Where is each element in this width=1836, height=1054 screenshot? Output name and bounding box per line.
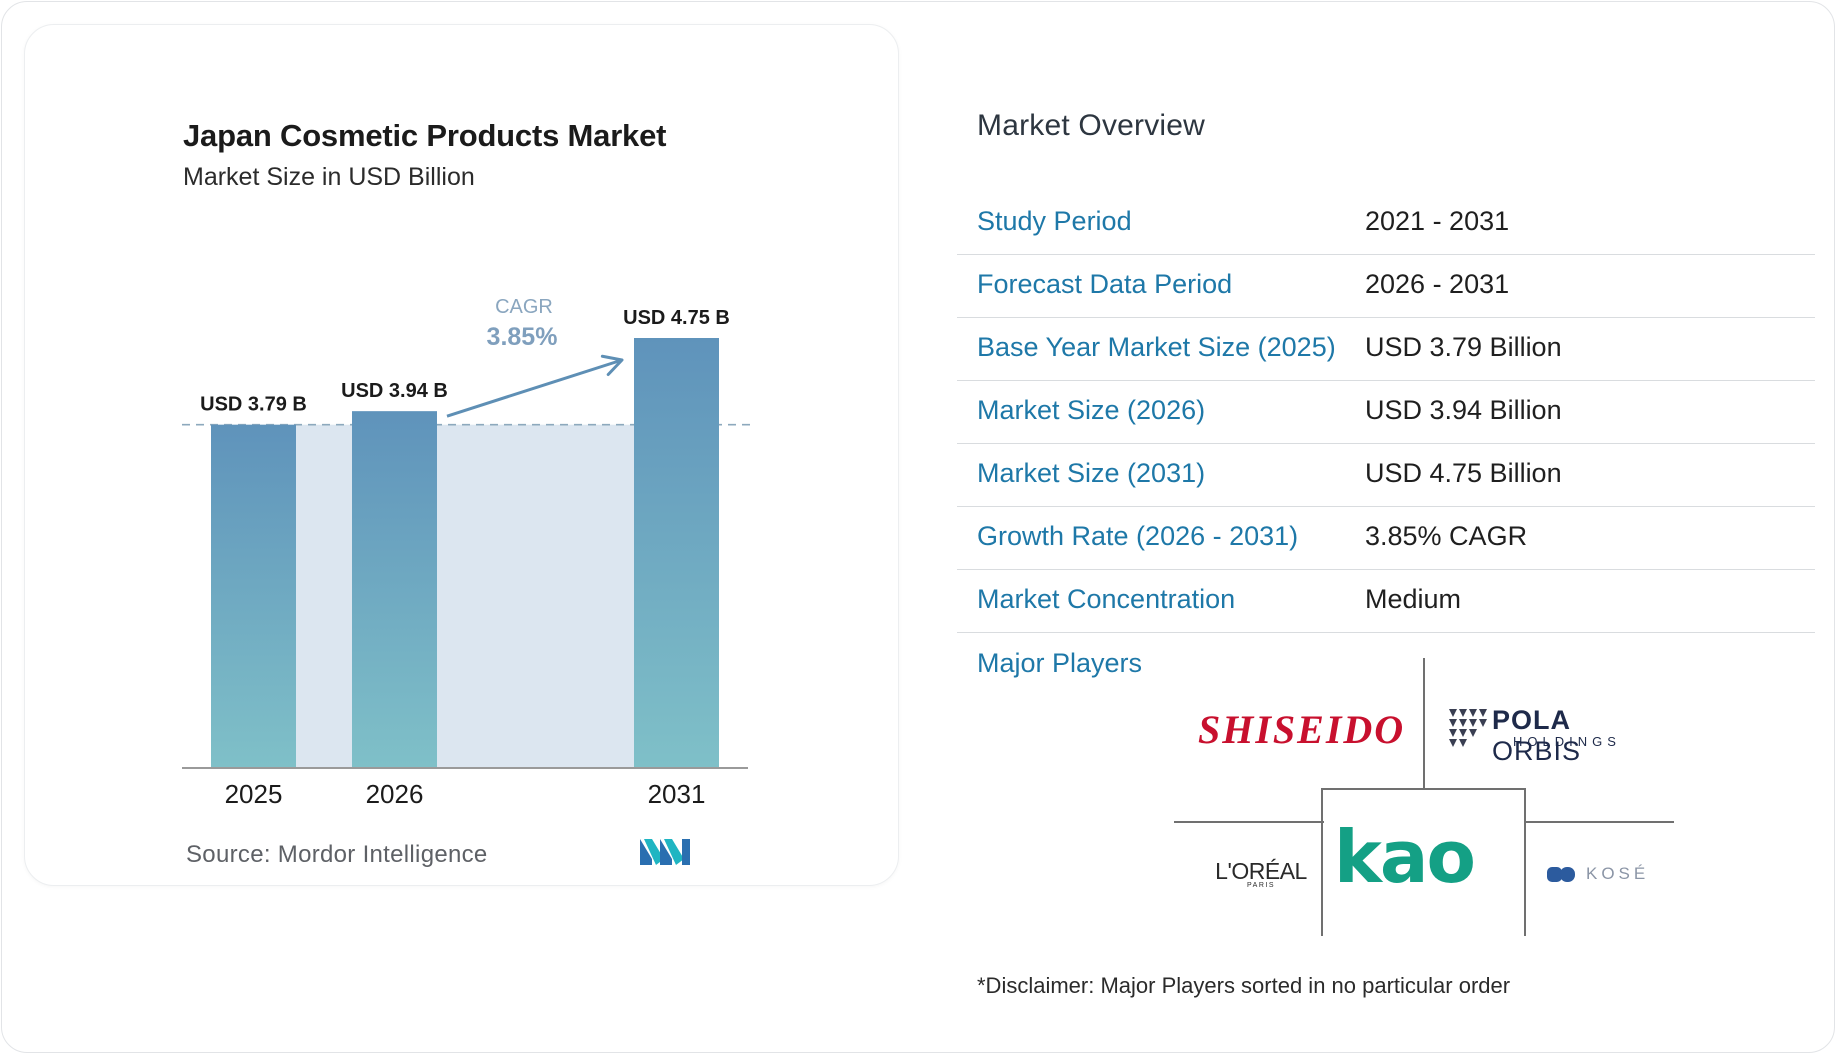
- x-tick-label-2031: 2031: [648, 779, 706, 809]
- kao-logo: kao: [1334, 815, 1476, 899]
- bar-2031: [634, 338, 719, 767]
- cagr-value: 3.85%: [487, 323, 558, 351]
- cagr-arrow-head-icon: [600, 354, 624, 376]
- pola-orbis-logo: POLA ORBIS HOLDINGS: [1449, 705, 1664, 766]
- divider: [1526, 821, 1674, 823]
- data-label-2025: USD 3.79 B: [200, 394, 307, 416]
- data-label-2026: USD 3.94 B: [341, 380, 448, 402]
- table-row: Study Period 2021 - 2031: [957, 192, 1815, 255]
- pola-text: POLA ORBIS: [1492, 705, 1582, 766]
- bar-chart: USD 3.79 B USD 3.94 B USD 4.75 B 2025 2026 2…: [182, 296, 752, 809]
- row-value: 2026 - 2031: [1365, 269, 1510, 299]
- disclaimer: *Disclaimer: Major Players sorted in no …: [977, 973, 1511, 998]
- source-note: Source: Mordor Intelligence: [186, 841, 488, 868]
- chart-subtitle: Market Size in USD Billion: [183, 163, 475, 191]
- divider: [1423, 658, 1425, 788]
- bar-2025: [211, 424, 296, 767]
- shiseido-logo: SHISEIDO: [1198, 707, 1406, 752]
- divider: [1524, 788, 1526, 936]
- table-row: Market Size (2026) USD 3.94 Billion: [957, 381, 1815, 444]
- divider: [1321, 788, 1526, 790]
- overview-table: Study Period 2021 - 2031 Forecast Data P…: [957, 192, 1815, 633]
- pola-mark-icon: [1449, 709, 1487, 747]
- loreal-text: L'ORÉAL: [1215, 858, 1307, 884]
- table-row: Forecast Data Period 2026 - 2031: [957, 255, 1815, 318]
- pola-sub-text: HOLDINGS: [1513, 734, 1621, 749]
- row-value: 3.85% CAGR: [1365, 521, 1528, 551]
- cagr-arrow-line: [446, 358, 623, 418]
- loreal-logo: L'ORÉAL PARIS: [1201, 860, 1321, 892]
- table-row: Base Year Market Size (2025) USD 3.79 Bi…: [957, 318, 1815, 381]
- row-value: USD 3.94 Billion: [1365, 395, 1562, 425]
- x-tick-label-2026: 2026: [366, 779, 424, 809]
- row-label: Study Period: [977, 206, 1132, 236]
- kose-logo: KOSÉ: [1547, 863, 1647, 887]
- row-label: Base Year Market Size (2025): [977, 332, 1336, 362]
- cagr-label: CAGR: [495, 296, 553, 318]
- row-label: Market Size (2026): [977, 395, 1206, 425]
- x-tick-label-2025: 2025: [225, 779, 283, 809]
- kose-text: KOSÉ: [1586, 864, 1650, 883]
- row-value: Medium: [1365, 584, 1462, 614]
- row-label: Forecast Data Period: [977, 269, 1233, 299]
- divider: [1321, 788, 1323, 936]
- table-row: Growth Rate (2026 - 2031) 3.85% CAGR: [957, 507, 1815, 570]
- row-value: USD 3.79 Billion: [1365, 332, 1562, 362]
- table-row: Market Size (2031) USD 4.75 Billion: [957, 444, 1815, 507]
- loreal-sub-text: PARIS: [1247, 882, 1275, 889]
- row-label: Market Size (2031): [977, 458, 1206, 488]
- kose-mark-icon: [1547, 867, 1575, 882]
- overview-title: Market Overview: [977, 109, 1206, 142]
- major-players-label: Major Players: [977, 648, 1143, 678]
- table-row: Market Concentration Medium: [957, 570, 1815, 633]
- row-label: Growth Rate (2026 - 2031): [977, 521, 1299, 551]
- mordor-logo-icon: [640, 839, 690, 865]
- row-value: USD 4.75 Billion: [1365, 458, 1562, 488]
- row-value: 2021 - 2031: [1365, 206, 1510, 236]
- chart-title: Japan Cosmetic Products Market: [183, 118, 667, 153]
- divider: [1174, 821, 1324, 823]
- row-label: Market Concentration: [977, 584, 1236, 614]
- data-label-2031: USD 4.75 B: [623, 307, 730, 329]
- bar-2026: [352, 411, 437, 767]
